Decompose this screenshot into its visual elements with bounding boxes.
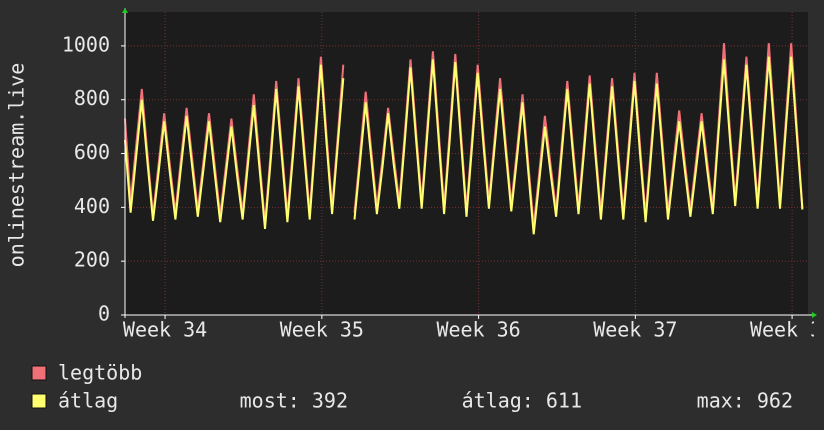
legend-swatch [31,393,47,409]
x-axis-arrow [812,312,817,318]
x-tick-label: Week 36 [436,318,520,342]
legend-label: legtöbb [58,361,142,385]
legend-stat: most: 392 [240,389,348,413]
x-tick-label: Week 35 [280,318,364,342]
y-tick-label: 0 [98,302,110,326]
y-tick-label: 400 [74,194,110,218]
legend-stat: átlag: 611 [462,389,582,413]
x-tick-label: Week 38 [750,318,824,342]
line [124,56,804,235]
y-tick-label: 1000 [62,32,110,56]
y-tick-label: 200 [74,248,110,272]
x-tick-label: Week 34 [123,318,207,342]
y-axis-label: onlinestream.live [5,63,29,268]
y-tick-label: 600 [74,140,110,164]
legend-swatch [31,365,47,381]
y-tick-label: 800 [74,86,110,110]
legend-label: átlag [58,389,118,413]
x-tick-label: Week 37 [593,318,677,342]
plot-area [125,12,808,315]
legend-stat: max: 962 [697,389,793,413]
y-axis-arrow [122,8,128,13]
